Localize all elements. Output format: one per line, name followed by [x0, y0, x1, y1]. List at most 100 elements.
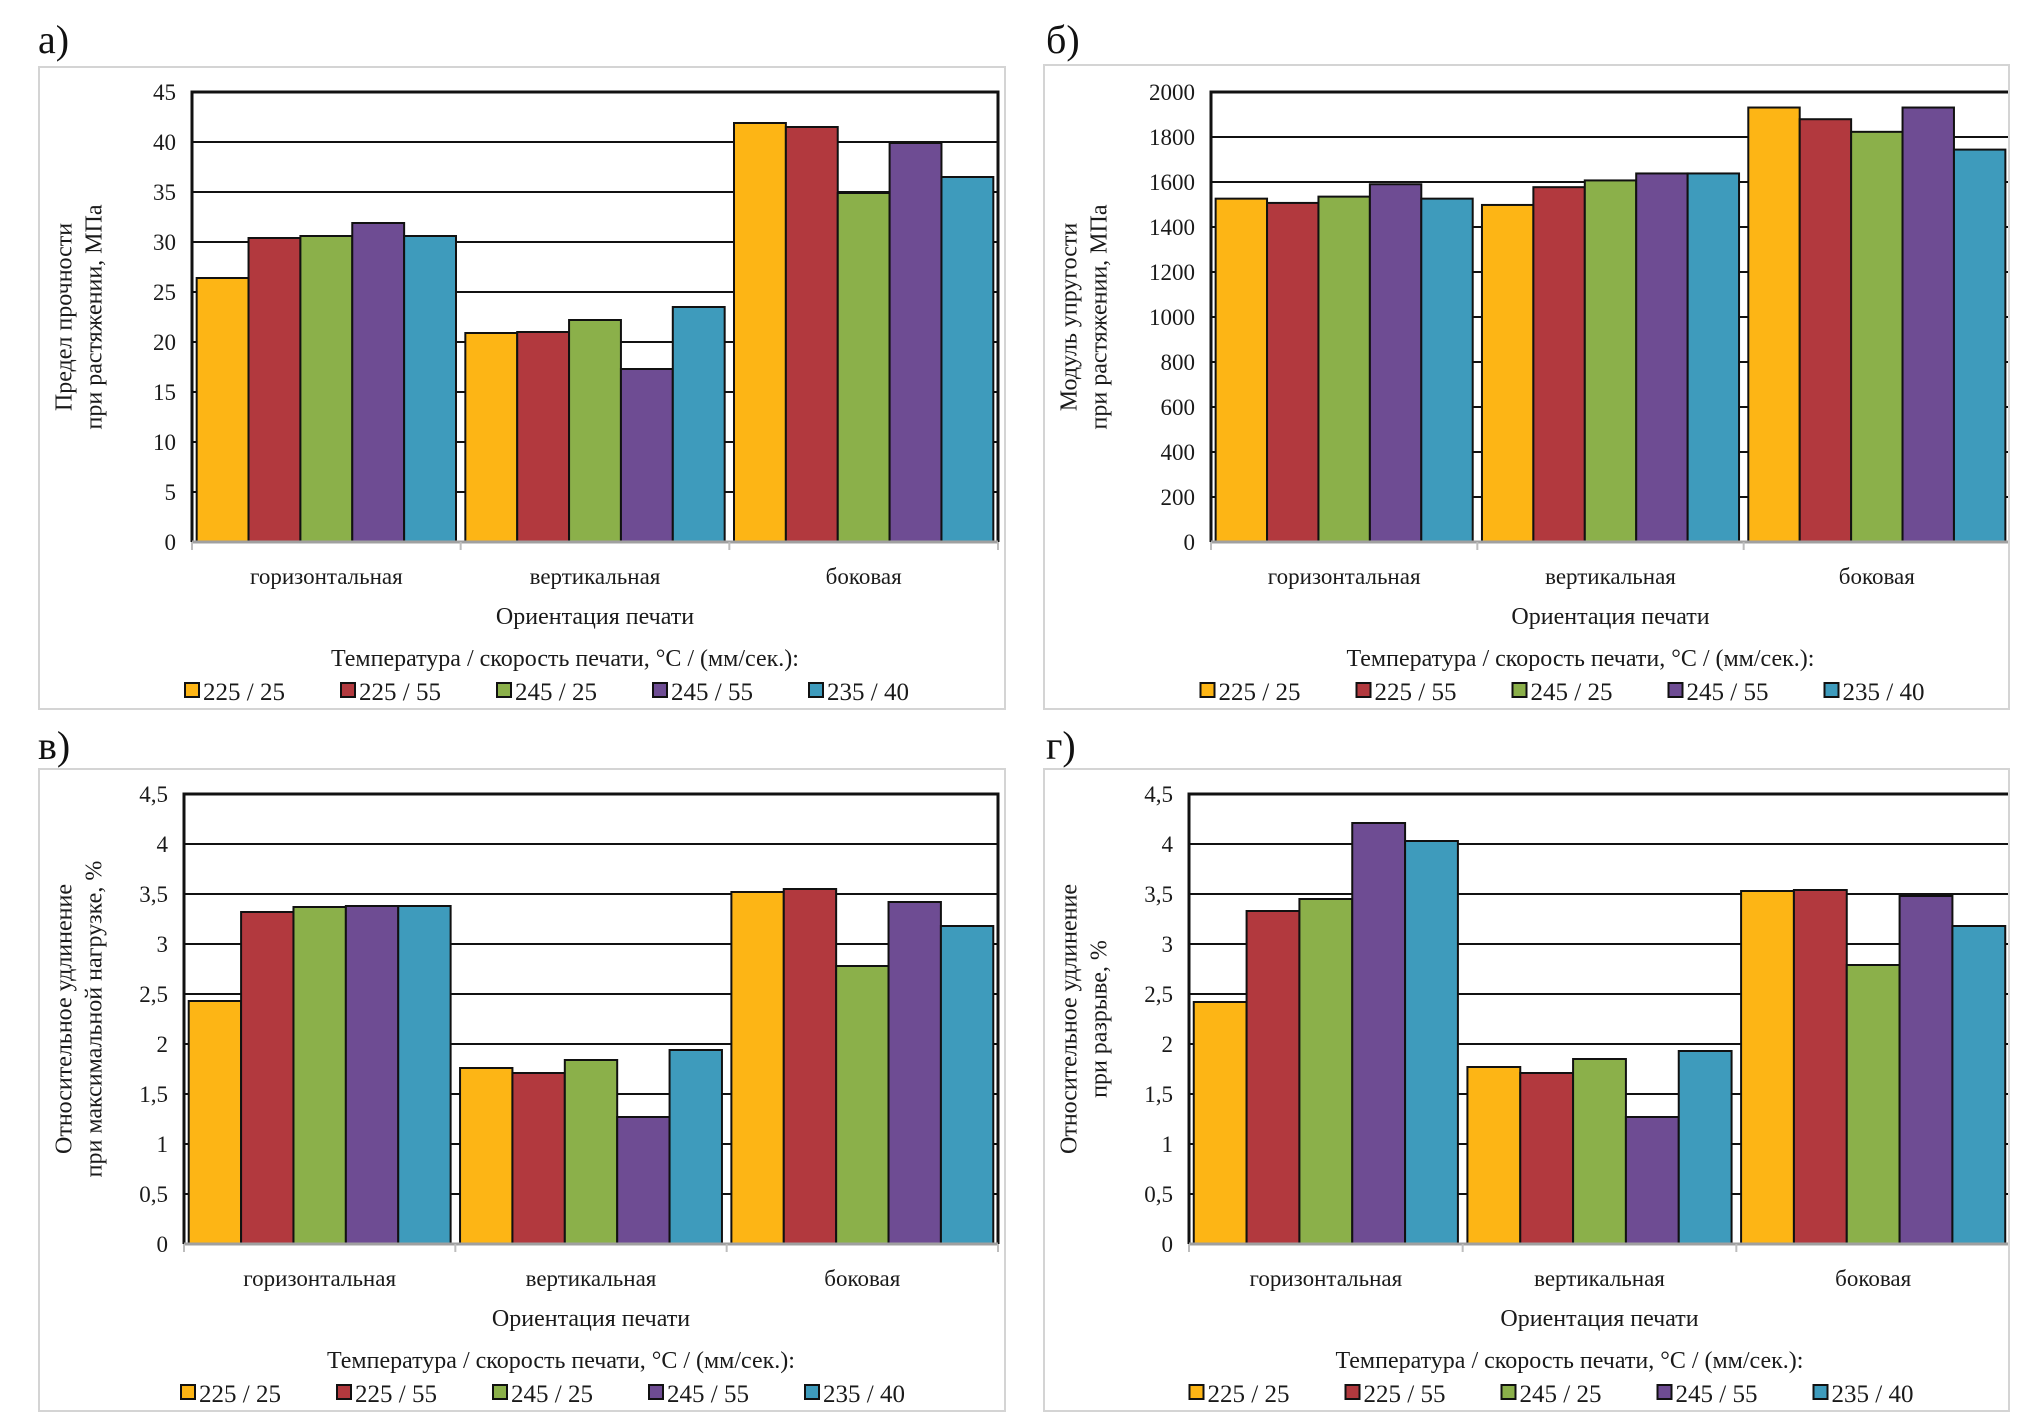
y-tick-label: 1800: [1149, 125, 1195, 150]
y-axis-title-line: Относительное удлинение: [1057, 884, 1083, 1154]
legend-swatch: [336, 1384, 352, 1400]
bar-225-55-0: [240, 911, 295, 1245]
bar-225-55-1: [516, 331, 571, 543]
y-tick-label: 400: [1161, 440, 1196, 465]
bar-225-55-0: [1245, 910, 1301, 1245]
y-tick-label: 1: [157, 1132, 169, 1157]
legend-label: 225 / 25: [1208, 1381, 1290, 1408]
bar-235-40-1: [668, 1049, 723, 1245]
bar-225-55-2: [782, 888, 838, 1245]
legend-label: 235 / 40: [823, 1381, 905, 1408]
legend-swatch: [1656, 1384, 1673, 1400]
y-tick-label: 3: [1162, 932, 1174, 957]
bar-235-40-0: [397, 905, 452, 1245]
bar-235-40-1: [671, 306, 726, 543]
bar-245-25-0: [1298, 898, 1354, 1245]
legend-swatch: [1355, 682, 1372, 698]
legend-swatch: [1812, 1384, 1829, 1400]
bar-245-25-1: [1572, 1058, 1627, 1245]
bar-245-55-0: [344, 905, 400, 1245]
legend-item: 225 / 25: [184, 679, 285, 706]
panel-label-b: б): [1046, 17, 1080, 62]
legend-item: 245 / 55: [1667, 679, 1768, 706]
bar-225-55-2: [1798, 118, 1853, 543]
legend-label: 225 / 25: [1219, 679, 1301, 706]
legend-label: 245 / 25: [1531, 679, 1613, 706]
y-tick-label: 25: [153, 280, 176, 305]
bar-225-25-1: [1480, 203, 1535, 543]
x-tick-label: горизонтальная: [243, 1266, 396, 1291]
y-tick-label: 45: [153, 80, 176, 105]
y-tick-label: 4,5: [139, 782, 168, 807]
y-tick-label: 4,5: [1144, 782, 1173, 807]
y-axis-title-line: при разрыве, %: [1087, 940, 1113, 1098]
legend-item: 235 / 40: [808, 679, 909, 706]
bar-225-25-0: [1214, 197, 1269, 543]
bar-245-25-0: [292, 906, 347, 1245]
legend-swatch: [652, 682, 668, 698]
bar-245-55-2: [1898, 895, 1954, 1245]
bar-235-40-2: [1951, 925, 2007, 1245]
x-tick-label: боковая: [824, 1266, 900, 1291]
legend-item: 245 / 55: [1656, 1381, 1757, 1408]
y-tick-label: 200: [1161, 485, 1196, 510]
y-tick-label: 0: [1162, 1232, 1174, 1257]
y-tick-label: 20: [153, 330, 176, 355]
y-tick-label: 15: [153, 380, 176, 405]
panel-label-a: а): [38, 17, 70, 62]
bar-225-55-2: [784, 126, 839, 543]
legend-swatch: [1667, 682, 1684, 698]
bar-235-40-1: [1677, 1050, 1733, 1245]
y-tick-label: 0,5: [139, 1182, 168, 1207]
legend-swatch: [1823, 682, 1840, 698]
y-tick-label: 1,5: [1144, 1082, 1173, 1107]
bar-245-55-2: [888, 142, 943, 543]
legend-label: 235 / 40: [1832, 1381, 1914, 1408]
bar-245-25-0: [299, 235, 354, 543]
y-tick-label: 0: [165, 530, 177, 555]
legend-item: 245 / 55: [648, 1381, 749, 1408]
bar-225-25-1: [459, 1067, 514, 1245]
panel-label-g: г): [1046, 723, 1076, 768]
chart-svg: 0 0,5 1 1,5 2 2,5 3 3,5 4 4,5 горизонтальная вертик…: [52, 782, 1000, 1408]
plot-frame: [190, 90, 1000, 542]
bar-225-25-0: [1192, 1001, 1248, 1245]
y-tick-label: 3: [157, 932, 169, 957]
y-tick-label: 40: [153, 130, 176, 155]
y-tick-label: 600: [1161, 395, 1196, 420]
x-tick-label: боковая: [1839, 564, 1915, 589]
legend-item: 225 / 55: [1355, 679, 1456, 706]
bar-225-55-2: [1792, 889, 1848, 1245]
x-axis-title: Ориентация печати: [1500, 1306, 1698, 1332]
legend-label: 245 / 25: [511, 1381, 593, 1408]
y-tick-label: 4: [157, 832, 169, 857]
y-tick-label: 1,5: [139, 1082, 168, 1107]
bar-225-25-1: [464, 332, 519, 543]
legend-item: 245 / 55: [652, 679, 753, 706]
x-axis-title: Ориентация печати: [496, 604, 694, 630]
legend-item: 225 / 55: [336, 1381, 437, 1408]
legend-swatch: [492, 1384, 508, 1400]
bar-245-55-0: [1368, 183, 1423, 543]
legend-swatch: [1199, 682, 1216, 698]
panel-label-v: в): [38, 723, 71, 768]
legend-swatch: [1500, 1384, 1517, 1400]
legend-swatch: [804, 1384, 820, 1400]
legend-item: 225 / 25: [1199, 679, 1301, 706]
legend-label: 225 / 25: [203, 679, 285, 706]
y-tick-label: 0,5: [1144, 1182, 1173, 1207]
bar-245-25-1: [1583, 179, 1638, 544]
bar-245-25-2: [836, 192, 891, 543]
y-tick-label: 2,5: [139, 982, 168, 1007]
bar-225-55-0: [247, 237, 302, 543]
plot-frame: [1187, 792, 2008, 1244]
bar-225-55-1: [1519, 1072, 1575, 1245]
y-tick-label: 5: [165, 480, 177, 505]
y-tick-label: 1: [1162, 1132, 1174, 1157]
bar-225-25-2: [730, 891, 785, 1245]
y-tick-label: 30: [153, 230, 176, 255]
y-tick-label: 1000: [1149, 305, 1195, 330]
legend-item: 235 / 40: [1823, 679, 1924, 706]
bar-225-25-2: [733, 122, 787, 543]
bar-225-25-2: [1740, 890, 1795, 1245]
